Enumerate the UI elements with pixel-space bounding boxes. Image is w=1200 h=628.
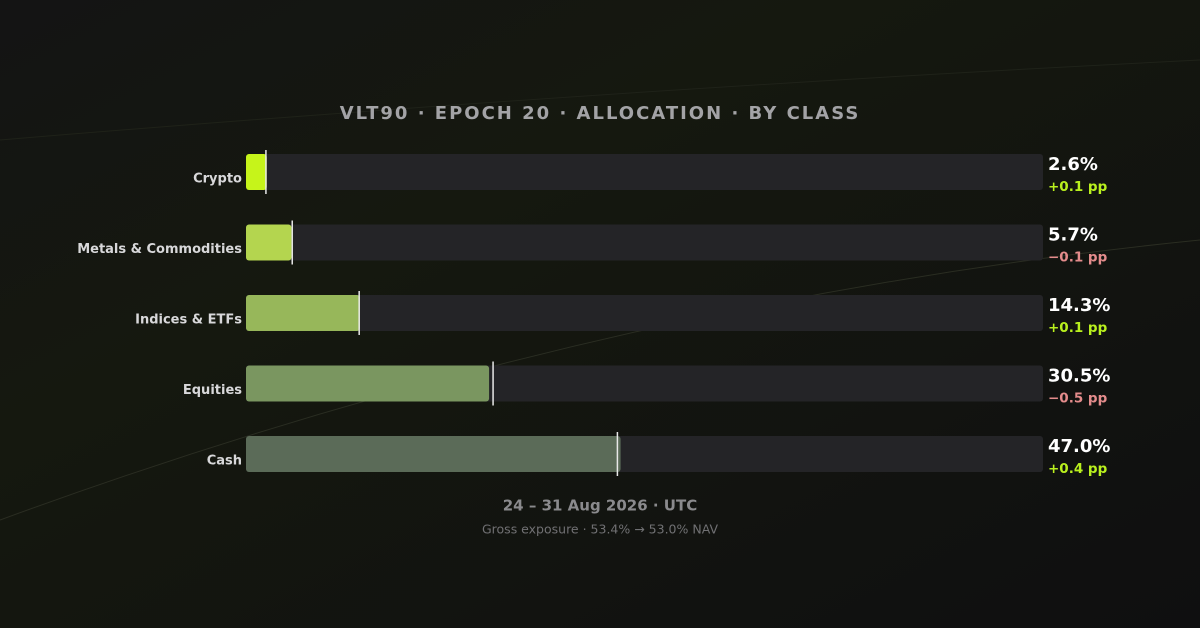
- footnote: Gross exposure · 53.4% → 53.0% NAV: [482, 522, 718, 537]
- bar: [246, 365, 490, 402]
- bar-track: [246, 295, 1043, 331]
- bar: [246, 224, 292, 261]
- bar: [246, 436, 621, 472]
- category-label: Indices & ETFs: [135, 313, 242, 328]
- category-label: Metals & Commodities: [77, 242, 242, 257]
- bar-track: [246, 154, 1043, 190]
- bar-track: [246, 224, 1043, 261]
- category-label: Equities: [183, 383, 242, 398]
- category-label: Cash: [207, 454, 242, 469]
- subtitle: 24 – 31 Aug 2026 · UTC: [503, 497, 697, 515]
- change-label: +0.4 pp: [1048, 461, 1108, 477]
- value-label: 14.3%: [1048, 295, 1110, 316]
- decor-line: [0, 59, 1200, 141]
- bar: [246, 295, 360, 331]
- change-label: +0.1 pp: [1048, 320, 1108, 336]
- chart-title: VLT90 · EPOCH 20 · ALLOCATION · BY CLASS: [340, 103, 861, 124]
- category-label: Crypto: [193, 172, 242, 187]
- value-label: 47.0%: [1048, 436, 1110, 457]
- value-label: 5.7%: [1048, 225, 1098, 246]
- bar: [246, 154, 267, 190]
- value-label: 30.5%: [1048, 366, 1110, 387]
- change-label: −0.5 pp: [1048, 391, 1108, 407]
- change-label: +0.1 pp: [1048, 179, 1108, 195]
- change-label: −0.1 pp: [1048, 250, 1108, 266]
- decor-line: [0, 239, 1200, 521]
- value-label: 2.6%: [1048, 154, 1098, 175]
